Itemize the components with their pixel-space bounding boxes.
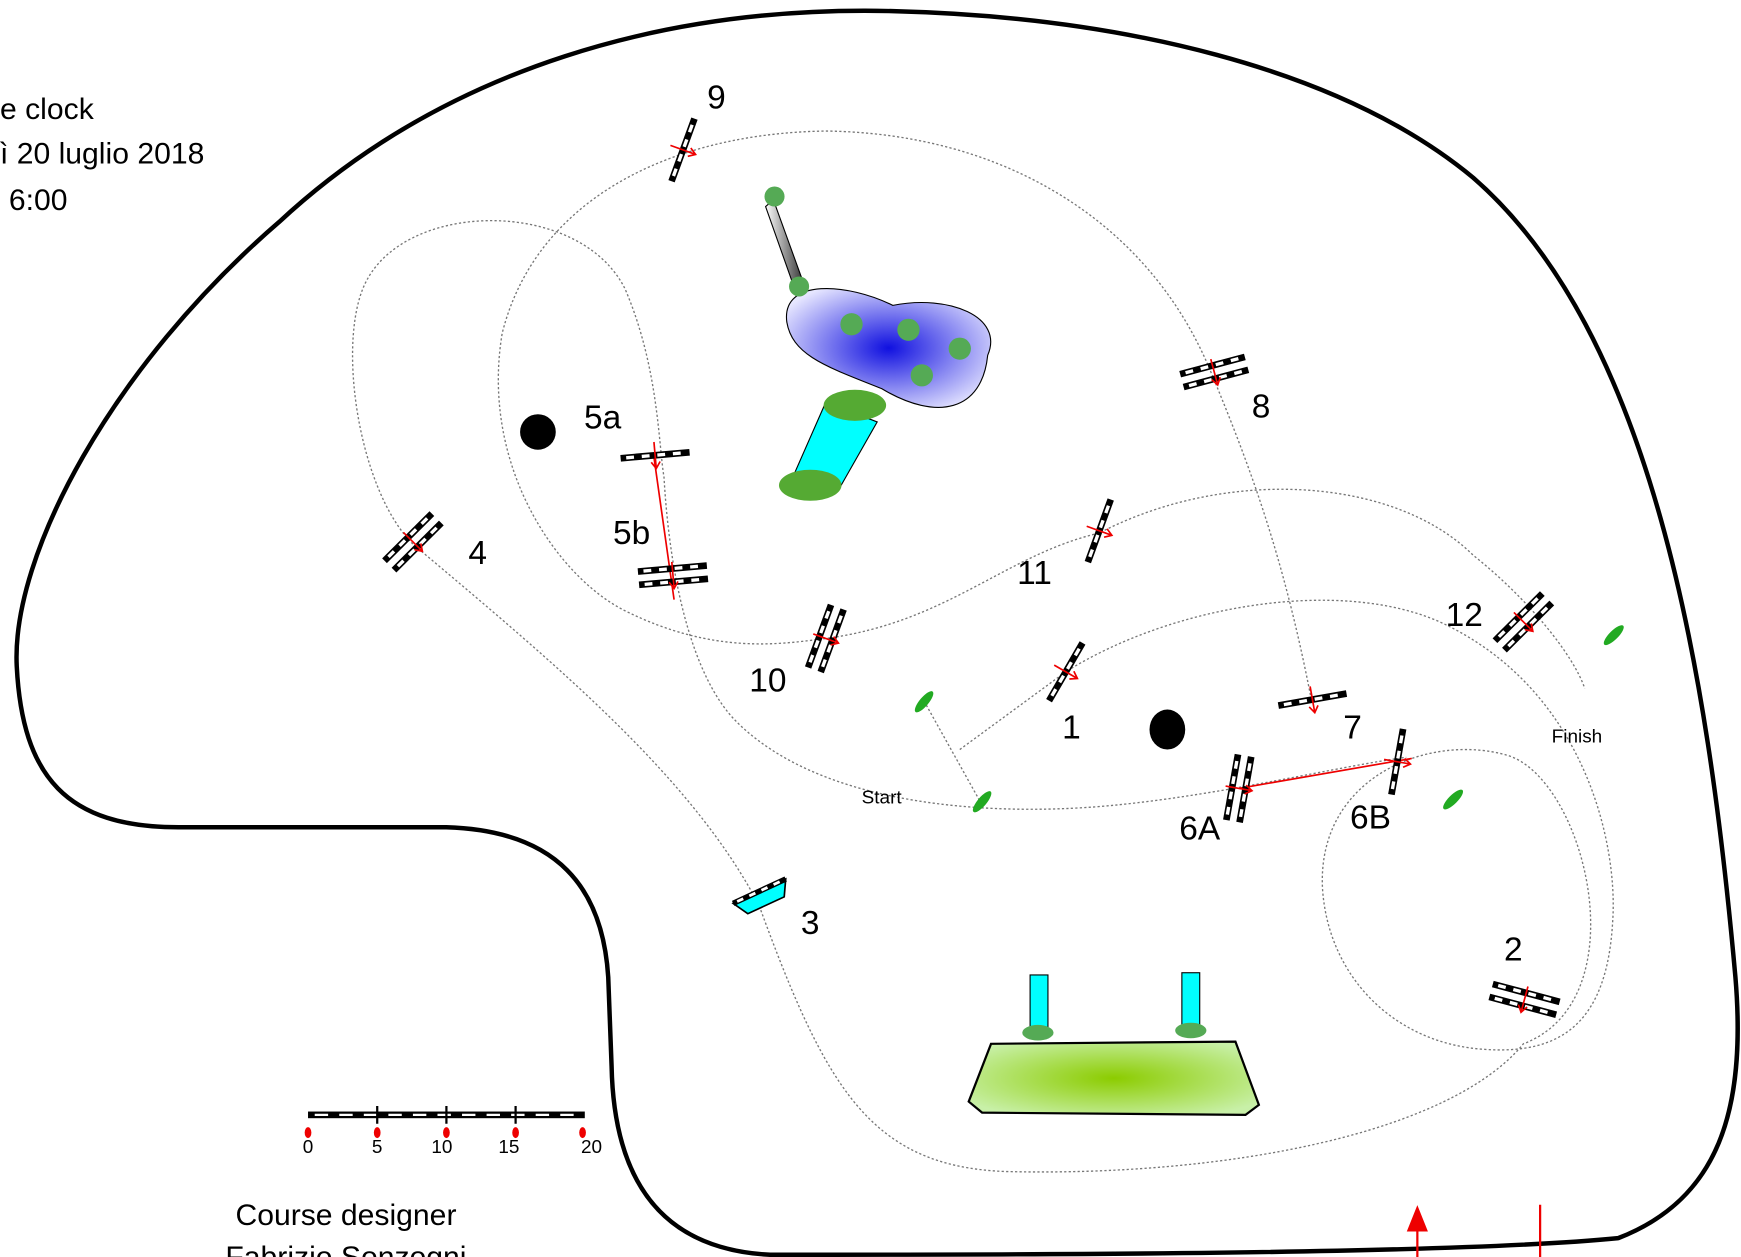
obstacle-part <box>626 451 685 460</box>
header-line: 6:00 <box>9 184 68 217</box>
fence <box>731 876 787 915</box>
pond <box>786 287 992 408</box>
wall <box>764 186 810 297</box>
scale-label: 15 <box>498 1137 519 1158</box>
obstacle-number: 9 <box>707 80 726 117</box>
scale-label: 20 <box>581 1137 602 1158</box>
obstacle-number: 6B <box>1350 799 1391 836</box>
scale-label: 5 <box>372 1137 383 1158</box>
fence <box>1277 686 1348 715</box>
fence <box>1383 728 1412 796</box>
obstacle-part <box>1513 611 1534 633</box>
obstacles <box>382 117 1624 1018</box>
obstacle-part <box>1053 664 1079 680</box>
tree <box>520 414 556 450</box>
fence <box>1492 591 1555 653</box>
fence <box>1488 980 1561 1018</box>
obstacle-number: 5a <box>584 400 622 437</box>
fence <box>1046 641 1086 703</box>
obstacle-part <box>812 633 840 646</box>
start-label: Start <box>862 787 903 808</box>
obstacle-number: 10 <box>749 663 786 700</box>
designer-name: Fabrizio Sonzogni <box>225 1241 466 1257</box>
finish-label: Finish <box>1552 726 1603 747</box>
obstacle-part <box>1383 757 1412 769</box>
scale-label: 10 <box>431 1137 452 1158</box>
fence <box>382 511 444 573</box>
tree <box>1149 709 1186 750</box>
obstacle-number: 6A <box>1179 810 1221 847</box>
designer-role: Course designer <box>235 1199 456 1232</box>
flag <box>972 791 992 813</box>
flag <box>1443 789 1464 810</box>
obstacle-part <box>1283 692 1342 707</box>
obstacle-part <box>643 564 702 573</box>
obstacle-number: 12 <box>1446 597 1483 634</box>
obstacle-part <box>1086 525 1114 539</box>
header-line: e clock <box>0 93 95 126</box>
obstacle-number: 2 <box>1504 931 1523 968</box>
fence <box>804 603 847 674</box>
obstacle-number: 8 <box>1252 388 1271 425</box>
fence <box>637 561 709 590</box>
obstacle-number: 3 <box>801 905 820 942</box>
water-ditch <box>778 389 887 501</box>
scale-bar <box>304 1105 586 1139</box>
fence <box>620 441 690 471</box>
obstacle-part <box>644 577 703 587</box>
obstacle-part <box>668 561 679 590</box>
flag <box>1603 625 1624 646</box>
obstacle-part <box>1517 986 1529 1014</box>
flag <box>914 691 934 713</box>
fence <box>1223 753 1255 823</box>
finish-arrow <box>1406 1204 1542 1257</box>
obstacle-part <box>670 144 698 158</box>
bank <box>967 972 1261 1116</box>
route <box>351 130 1614 1173</box>
obstacle-number: 7 <box>1343 709 1362 746</box>
obstacle-part <box>736 879 783 903</box>
obstacle-part <box>1209 358 1222 387</box>
obstacle-part <box>402 531 424 553</box>
obstacle-part <box>1308 686 1319 715</box>
obstacle-number: 4 <box>468 535 487 572</box>
obstacle-part <box>1494 996 1552 1015</box>
fence <box>1084 498 1114 564</box>
obstacle-number: 11 <box>1017 555 1052 592</box>
header-line: ì 20 luglio 2018 <box>0 137 204 170</box>
obstacle-number: 1 <box>1062 709 1081 746</box>
combination-line <box>653 457 1412 790</box>
obstacle-part <box>1497 983 1555 1003</box>
obstacle-part <box>1225 784 1254 795</box>
obstacle-part <box>650 441 661 471</box>
fence <box>668 117 698 183</box>
fence <box>1179 353 1250 391</box>
scale-label: 0 <box>303 1137 314 1158</box>
arena-outline <box>14 8 1740 1257</box>
obstacle-number: 5b <box>613 515 650 552</box>
